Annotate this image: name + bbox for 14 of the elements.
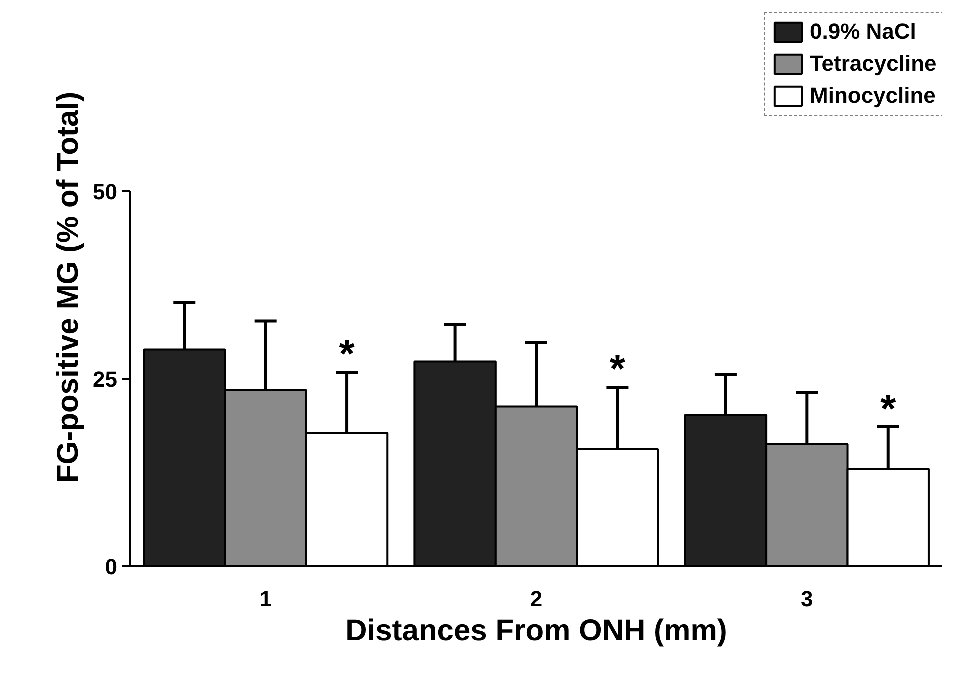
x-axis-title: Distances From ONH (mm) [346,614,728,648]
annotation: * [610,348,626,392]
legend-label: Tetracycline [810,51,937,77]
legend-label: 0.9% NaCl [810,19,916,45]
legend-label: Minocycline [810,83,936,109]
y-tick-label: 50 [93,180,118,204]
x-tick-label: 3 [801,586,814,612]
y-tick-label: 0 [105,554,118,580]
x-tick-label: 1 [260,586,272,612]
x-tick-label: 2 [530,586,543,612]
annotation: * [880,387,897,432]
y-tick-label: 25 [93,367,118,392]
y-axis-title: FG-positive MG (% of Total) [52,92,86,484]
annotation: * [339,332,356,376]
